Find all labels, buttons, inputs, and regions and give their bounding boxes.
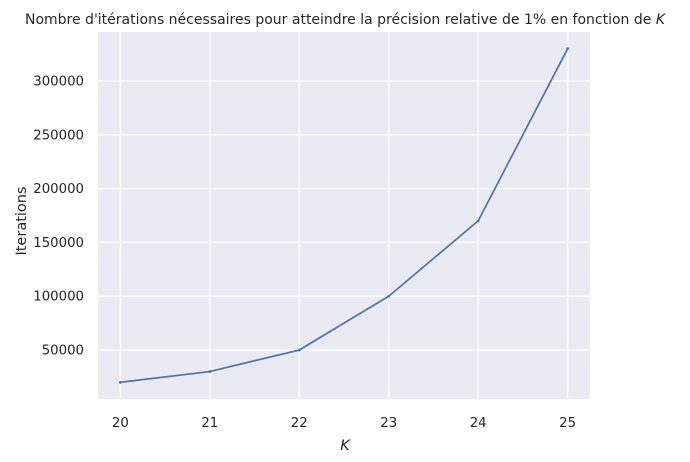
data-point-21 [208,370,212,373]
x-axis-label: K [340,438,351,454]
y-tick-label-150000: 150000 [33,236,84,251]
x-tick-label-23: 23 [380,416,397,431]
y-tick-label-50000: 50000 [42,344,84,359]
y-tick-label-250000: 250000 [33,128,84,143]
data-point-23 [387,294,391,298]
tick-layer: 20 21 22 23 24 25 50000 100000 150000 200000 25000… [33,74,576,431]
data-point-20 [118,380,122,384]
x-tick-label-25: 25 [559,416,576,431]
chart-title-symbol: K [656,12,667,28]
y-tick-label-200000: 200000 [33,182,84,197]
x-tick-label-24: 24 [470,416,487,431]
chart-title-prefix: Nombre d'itérations nécessaires pour att… [25,12,656,28]
y-axis-label: Iterations [14,186,30,255]
x-tick-label-21: 21 [201,416,218,431]
data-point-24 [476,219,480,223]
plot-area [98,32,590,399]
y-tick-label-300000: 300000 [33,74,84,89]
chart-title: Nombre d'itérations nécessaires pour att… [25,12,667,28]
data-point-25 [566,47,570,51]
x-tick-label-22: 22 [291,416,308,431]
point-layer [118,47,570,384]
y-tick-label-100000: 100000 [33,290,84,305]
series-line [120,48,569,384]
grid-layer [98,32,590,399]
data-point-22 [297,348,301,352]
x-tick-label-20: 20 [112,416,129,431]
